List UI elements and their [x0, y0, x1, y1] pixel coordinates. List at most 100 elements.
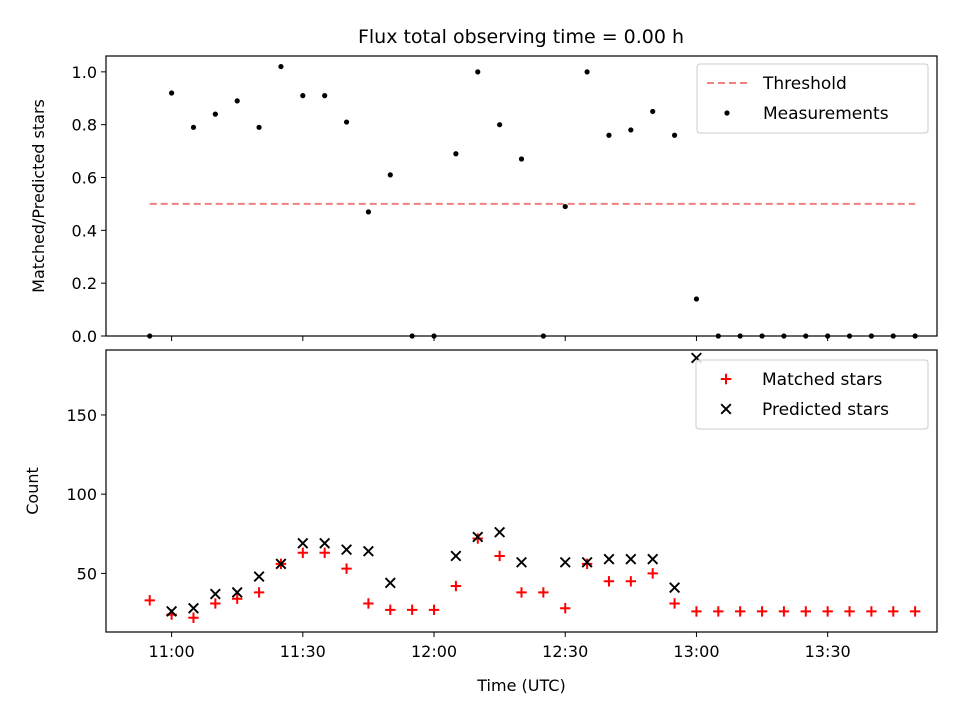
- chart-title: Flux total observing time = 0.00 h: [358, 26, 684, 48]
- matched-star-point: [669, 598, 680, 609]
- predicted-star-point: [581, 556, 593, 568]
- predicted-star-point: [362, 545, 374, 557]
- count-legend: Matched stars Predicted stars: [695, 359, 929, 430]
- legend-handle-x: [720, 403, 732, 415]
- predicted-star-point: [647, 553, 659, 565]
- predicted-star-point: [231, 586, 243, 598]
- measurement-point: [212, 111, 218, 117]
- measurement-point: [256, 124, 262, 130]
- legend-handle-plus: [720, 373, 732, 385]
- legend-label: Threshold: [762, 74, 847, 94]
- y-tick-label: 100: [66, 485, 97, 504]
- legend-box: [695, 359, 929, 430]
- measurement-point: [365, 209, 372, 215]
- predicted-star-point: [209, 588, 221, 600]
- predicted-star-point: [275, 558, 287, 570]
- predicted-star-point: [319, 537, 331, 549]
- predicted-star-point: [297, 537, 309, 549]
- matched-star-point: [494, 550, 505, 562]
- legend-label: Matched stars: [762, 370, 882, 390]
- x-tick-label: 12:30: [542, 642, 588, 661]
- x-axis-label: Time (UTC): [476, 676, 565, 695]
- measurement-point: [475, 69, 481, 75]
- predicted-star-point: [166, 605, 178, 617]
- y-tick-label: 1.0: [72, 63, 97, 82]
- measurement-point: [234, 98, 240, 104]
- matched-star-point: [538, 587, 549, 598]
- y-tick-label: 0.2: [72, 274, 97, 293]
- y-tick-label: 0.0: [72, 327, 97, 346]
- predicted-star-point: [450, 550, 462, 562]
- matched-star-point: [210, 598, 221, 609]
- measurement-point: [387, 172, 393, 178]
- matched-star-point: [756, 606, 768, 617]
- count-points-layer: [144, 352, 921, 623]
- predicted-star-point: [494, 526, 506, 538]
- x-tick-label: 13:30: [805, 642, 851, 661]
- matched-star-point: [734, 606, 746, 617]
- x-tick-label: 13:00: [673, 642, 719, 661]
- matched-star-point: [909, 606, 921, 617]
- matched-star-point: [713, 606, 724, 617]
- matched-star-point: [428, 604, 440, 616]
- matched-star-point: [319, 547, 330, 558]
- measurement-point: [453, 151, 459, 157]
- legend-box: [696, 63, 929, 134]
- y-tick-label: 50: [77, 564, 97, 583]
- measurement-point: [343, 119, 350, 125]
- matched-star-point: [516, 587, 527, 598]
- matched-star-point: [603, 576, 615, 587]
- predicted-star-point: [188, 602, 199, 614]
- ratio-panel: 0.0 0.2 0.4 0.6 0.8 1.0 Matched/Predicted sta…: [29, 55, 938, 346]
- measurement-point: [628, 127, 634, 133]
- matched-star-point: [450, 580, 462, 592]
- x-tick-label: 11:30: [280, 642, 326, 661]
- matched-star-point: [188, 612, 199, 623]
- measurement-point: [693, 296, 700, 302]
- measurement-point: [497, 122, 503, 128]
- predicted-star-point: [559, 556, 571, 568]
- matched-star-point: [581, 558, 593, 570]
- measurement-point: [518, 156, 525, 162]
- matched-star-point: [297, 547, 309, 558]
- ratio-panel-ticks: 0.0 0.2 0.4 0.6 0.8 1.0: [72, 63, 829, 346]
- y-tick-label: 150: [66, 406, 97, 425]
- x-tick-label: 11:00: [149, 642, 195, 661]
- matched-star-point: [778, 606, 790, 617]
- measurement-point: [584, 69, 590, 75]
- predicted-star-point: [516, 556, 527, 568]
- matched-star-point: [888, 606, 899, 617]
- matched-star-point: [560, 603, 571, 614]
- count-y-axis-label: Count: [23, 467, 42, 515]
- matched-star-point: [866, 606, 877, 617]
- matched-star-point: [647, 568, 658, 579]
- measurement-point: [169, 90, 175, 96]
- matched-star-point: [844, 606, 855, 617]
- measurement-point: [606, 132, 612, 138]
- matched-star-point: [472, 533, 483, 544]
- matched-star-point: [341, 563, 352, 574]
- y-tick-label: 0.8: [72, 116, 97, 135]
- predicted-star-point: [669, 582, 681, 594]
- matched-star-point: [625, 576, 637, 587]
- x-tick-label: 12:00: [411, 642, 457, 661]
- legend-label: Predicted stars: [762, 400, 889, 420]
- predicted-star-point: [603, 553, 615, 565]
- matched-star-point: [253, 587, 265, 598]
- matched-star-point: [232, 593, 243, 604]
- matched-star-point: [363, 598, 374, 609]
- count-panel-frame: [105, 349, 938, 633]
- predicted-star-point: [253, 571, 265, 583]
- predicted-star-point: [625, 553, 637, 565]
- predicted-star-point: [384, 577, 396, 589]
- count-panel-ticks: 50 100 150 11:00 11:30 12:00 12:30 13:00 13:30: [66, 406, 850, 661]
- matched-star-point: [385, 604, 396, 616]
- predicted-star-point: [472, 531, 484, 543]
- measurement-point: [322, 93, 328, 99]
- measurement-point: [562, 203, 568, 210]
- matched-star-point: [822, 606, 833, 617]
- legend-handle-dot: [724, 110, 730, 116]
- measurement-point: [190, 124, 197, 130]
- count-panel: 50 100 150 11:00 11:30 12:00 12:30 13:00 13:30 C…: [23, 349, 938, 695]
